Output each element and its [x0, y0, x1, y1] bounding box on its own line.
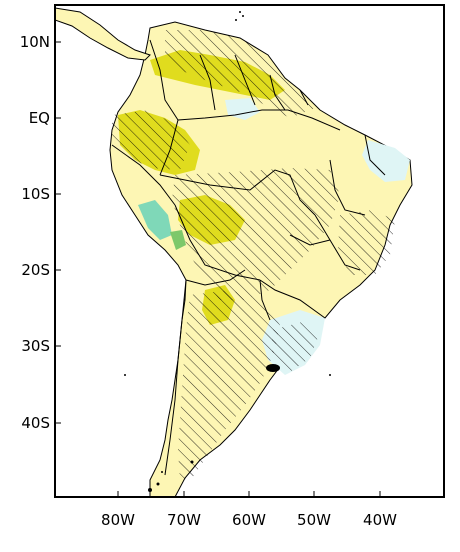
- island: [156, 482, 160, 486]
- border-line: [177, 109, 341, 131]
- lat-label-40s: 40S: [21, 414, 50, 432]
- border-line: [259, 279, 326, 319]
- island: [239, 11, 241, 13]
- island: [124, 374, 126, 376]
- weak-negative-patch-northeast: [225, 98, 260, 120]
- island: [190, 460, 194, 464]
- latitude-labels: 10N EQ 10S 20S 30S 40S: [20, 33, 50, 432]
- lat-label-10s: 10S: [21, 185, 50, 203]
- lat-label-20s: 20S: [21, 261, 50, 279]
- border-line: [199, 54, 216, 111]
- teal-anomaly-patch: [138, 200, 172, 240]
- border-line: [314, 214, 361, 271]
- lat-label-eq: EQ: [29, 109, 50, 127]
- lon-label-60w: 60W: [232, 511, 266, 529]
- central-america-landmass: [55, 7, 151, 61]
- lon-label-50w: 50W: [297, 511, 331, 529]
- island: [329, 374, 331, 376]
- border-line: [234, 54, 256, 106]
- border-line: [164, 279, 187, 476]
- lat-label-10n: 10N: [20, 33, 50, 51]
- border-line: [185, 269, 246, 286]
- hatched-region-west: [112, 110, 190, 170]
- island: [161, 471, 163, 473]
- island: [266, 364, 280, 372]
- lon-label-40w: 40W: [363, 511, 397, 529]
- border-line: [299, 89, 309, 106]
- lat-label-30s: 30S: [21, 337, 50, 355]
- lon-label-80w: 80W: [101, 511, 135, 529]
- hatched-region-central: [172, 168, 340, 300]
- border-line: [259, 279, 271, 321]
- island: [235, 19, 237, 21]
- longitude-labels: 80W 70W 60W 50W 40W: [101, 511, 397, 529]
- hatched-region-north: [165, 30, 315, 118]
- hatched-region-east: [338, 210, 395, 275]
- island: [242, 15, 244, 17]
- border-line: [174, 204, 261, 281]
- border-line: [159, 169, 316, 216]
- border-line: [269, 74, 286, 111]
- border-line: [159, 119, 179, 176]
- lon-label-70w: 70W: [167, 511, 201, 529]
- island: [148, 488, 152, 492]
- hatched-region-uruguay: [272, 322, 320, 372]
- map-content: [55, 7, 413, 497]
- border-line: [149, 39, 179, 121]
- weak-negative-patch-east: [362, 140, 410, 182]
- coastal-islands: [124, 11, 331, 492]
- green-anomaly-patch: [170, 230, 186, 250]
- border-line: [289, 234, 331, 246]
- latitude-ticks: [55, 41, 61, 424]
- country-borders: [111, 39, 386, 476]
- border-line: [329, 159, 366, 216]
- longitude-ticks: [117, 491, 381, 497]
- hatched-region-south: [178, 290, 280, 480]
- border-line: [111, 144, 176, 206]
- border-line: [364, 134, 386, 176]
